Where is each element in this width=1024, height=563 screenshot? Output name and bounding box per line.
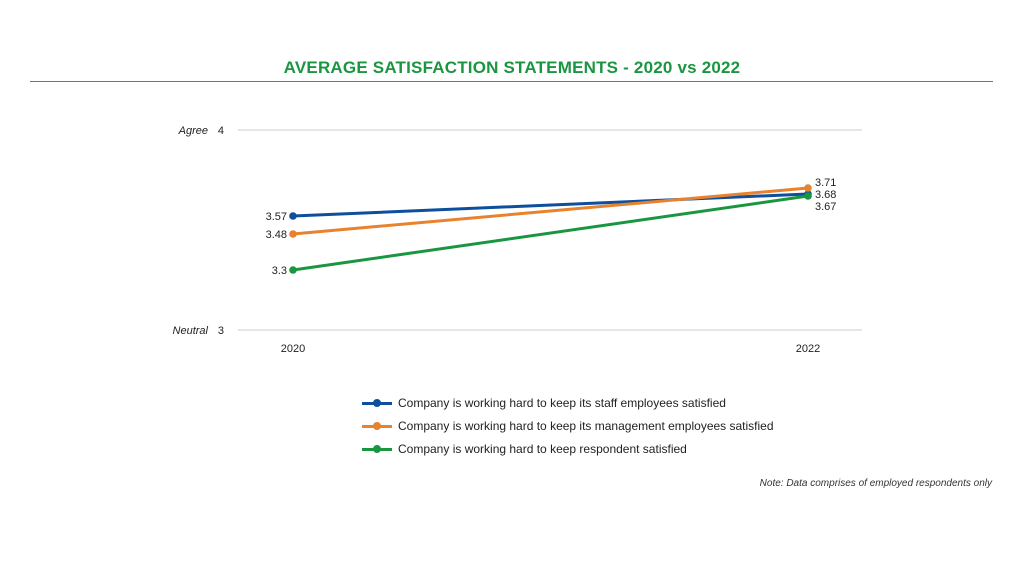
legend-label: Company is working hard to keep responde…	[398, 441, 687, 456]
data-label: 3.48	[266, 229, 287, 241]
data-label: 3.3	[272, 265, 287, 277]
footnote: Note: Data comprises of employed respond…	[759, 478, 992, 489]
data-point	[289, 212, 297, 220]
legend-item-management: Company is working hard to keep its mana…	[362, 414, 774, 437]
legend-swatch-icon	[362, 444, 392, 454]
y-tick-label: 3	[218, 325, 224, 337]
title-divider	[30, 81, 993, 82]
data-label: 3.57	[266, 211, 287, 223]
series-line-3	[291, 194, 810, 272]
series-line-2	[291, 186, 810, 236]
data-label: 3.68	[815, 189, 836, 201]
data-point	[804, 184, 812, 192]
legend-label: Company is working hard to keep its mana…	[398, 418, 774, 433]
legend-item-respondent: Company is working hard to keep responde…	[362, 437, 774, 460]
data-point	[289, 230, 297, 238]
legend-label: Company is working hard to keep its staf…	[398, 395, 726, 410]
y-tick-name: Agree	[178, 125, 208, 137]
x-tick-label: 2022	[796, 343, 820, 355]
legend: Company is working hard to keep its staf…	[362, 391, 774, 460]
legend-swatch-icon	[362, 398, 392, 408]
y-tick-name: Neutral	[173, 325, 209, 337]
data-label: 3.67	[815, 201, 836, 213]
legend-swatch-icon	[362, 421, 392, 431]
data-label: 3.71	[815, 177, 836, 189]
series-line-1	[291, 192, 810, 218]
data-point	[804, 192, 812, 200]
y-tick-label: 4	[218, 125, 224, 137]
data-point	[289, 266, 297, 274]
chart-title: AVERAGE SATISFACTION STATEMENTS - 2020 v…	[283, 58, 741, 77]
legend-item-staff: Company is working hard to keep its staf…	[362, 391, 774, 414]
x-tick-label: 2020	[281, 343, 305, 355]
